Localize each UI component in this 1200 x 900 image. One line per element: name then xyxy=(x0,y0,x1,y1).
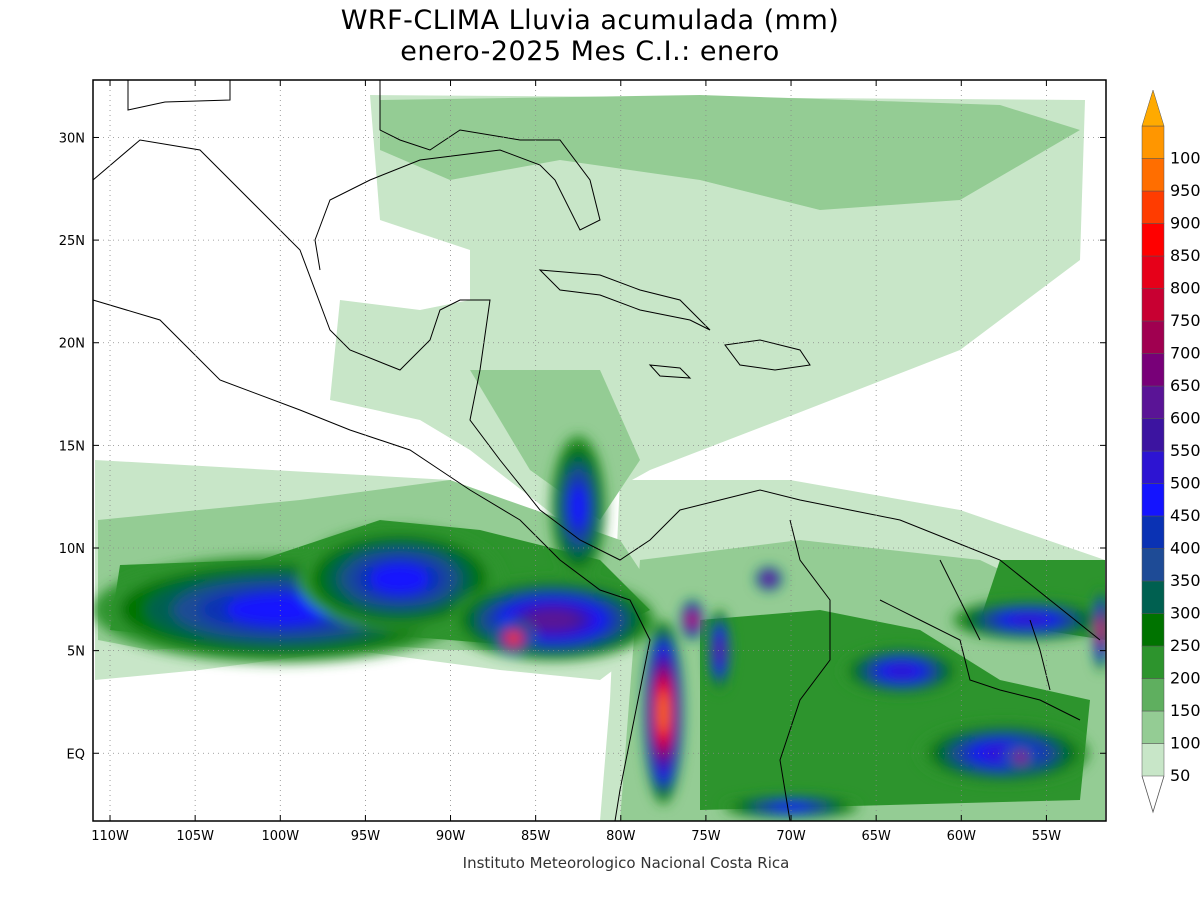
legend-top-arrow xyxy=(1141,89,1165,127)
lon-label: 100W xyxy=(261,829,299,844)
legend-swatch xyxy=(1141,125,1165,159)
rain-cell-catatumbo xyxy=(755,566,783,592)
legend-label: 400 xyxy=(1170,539,1200,558)
legend-swatch xyxy=(1141,645,1165,679)
lat-label: 5N xyxy=(67,645,85,660)
legend-swatch xyxy=(1141,580,1165,614)
legend-swatch xyxy=(1141,158,1165,192)
legend-swatch xyxy=(1141,613,1165,647)
lat-label: 15N xyxy=(59,439,85,454)
lon-label: 70W xyxy=(776,829,806,844)
legend-label: 550 xyxy=(1170,441,1200,460)
legend-label: 700 xyxy=(1170,344,1200,363)
map-title: WRF-CLIMA Lluvia acumulada (mm) xyxy=(340,5,840,36)
legend-label: 350 xyxy=(1170,571,1200,590)
map-subtitle: enero-2025 Mes C.I.: enero xyxy=(400,36,780,67)
legend-label: 750 xyxy=(1170,311,1200,330)
legend-swatch xyxy=(1141,353,1165,387)
legend-label: 1000 xyxy=(1170,149,1200,168)
legend-swatch xyxy=(1141,483,1165,517)
legend-swatch xyxy=(1141,678,1165,712)
legend-swatch xyxy=(1141,190,1165,224)
axis-ticks xyxy=(93,80,1106,821)
legend-label: 600 xyxy=(1170,409,1200,428)
legend-swatch xyxy=(1141,288,1165,322)
rain-cell-caribbean-honduras xyxy=(550,435,606,579)
lon-label: 65W xyxy=(861,829,891,844)
lat-label: EQ xyxy=(67,747,85,762)
rain-cell-guyana-coast xyxy=(952,599,1106,641)
legend-label: 850 xyxy=(1170,246,1200,265)
legend-label: 150 xyxy=(1170,701,1200,720)
legend-swatch xyxy=(1141,385,1165,419)
lon-label: 95W xyxy=(351,829,381,844)
lat-label: 25N xyxy=(59,234,85,249)
legend-label: 200 xyxy=(1170,669,1200,688)
legend-label: 250 xyxy=(1170,636,1200,655)
legend-label: 300 xyxy=(1170,604,1200,623)
legend-swatch xyxy=(1141,548,1165,582)
legend-swatch xyxy=(1141,743,1165,777)
legend-label: 650 xyxy=(1170,376,1200,395)
lon-label: 80W xyxy=(606,829,636,844)
legend-swatch xyxy=(1141,223,1165,257)
legend-swatch xyxy=(1141,255,1165,289)
rain-cell-colombia-pacific-coast xyxy=(642,619,684,805)
lon-label: 110W xyxy=(91,829,129,844)
lat-label: 10N xyxy=(59,542,85,557)
colorbar-legend: 50 100 150 200 250 300 350 400 450 500 550 600 650 70… xyxy=(1141,89,1200,814)
longitude-labels: 110W 105W 100W 95W 90W 85W 80W 75W 70W 65W 60W 55W xyxy=(91,829,1061,844)
legend-swatch xyxy=(1141,710,1165,744)
rain-cell-atlantic-edge xyxy=(1092,589,1106,672)
lon-label: 60W xyxy=(947,829,977,844)
rain-cell-magdalena xyxy=(707,609,732,692)
lon-label: 55W xyxy=(1032,829,1062,844)
legend-label: 800 xyxy=(1170,279,1200,298)
rain-cells xyxy=(93,435,1106,819)
legend-swatch xyxy=(1141,450,1165,484)
lon-label: 75W xyxy=(691,829,721,844)
rain-cell-amazon-north xyxy=(842,646,962,696)
lat-label: 20N xyxy=(59,337,85,352)
lon-label: 85W xyxy=(521,829,551,844)
legend-bottom-arrow xyxy=(1141,775,1165,814)
legend-label: 100 xyxy=(1170,734,1200,753)
legend-swatch xyxy=(1141,418,1165,452)
map-frame xyxy=(92,79,1107,822)
rain-cell-itcz-east xyxy=(450,578,655,661)
legend-label: 900 xyxy=(1170,214,1200,233)
legend-label: 500 xyxy=(1170,474,1200,493)
rain-cell-itcz-mid xyxy=(297,527,502,631)
gridlines xyxy=(93,80,1106,821)
rain-cell-pacific-core xyxy=(493,621,534,655)
rain-cell-amazon-core xyxy=(1007,745,1035,770)
rain-cell-peru-south xyxy=(722,794,860,819)
lat-label: 30N xyxy=(59,131,85,146)
rain-cell-choco xyxy=(680,599,705,641)
lon-label: 105W xyxy=(176,829,214,844)
legend-label: 50 xyxy=(1170,766,1190,785)
credit-text: Instituto Meteorologico Nacional Costa R… xyxy=(462,854,790,872)
legend-label: 450 xyxy=(1170,506,1200,525)
legend-swatch xyxy=(1141,515,1165,549)
latitude-labels: 30N 25N 20N 15N 10N 5N EQ xyxy=(59,131,85,762)
legend-swatch xyxy=(1141,320,1165,354)
lon-label: 90W xyxy=(436,829,466,844)
legend-label: 950 xyxy=(1170,181,1200,200)
coastlines xyxy=(92,80,1101,822)
